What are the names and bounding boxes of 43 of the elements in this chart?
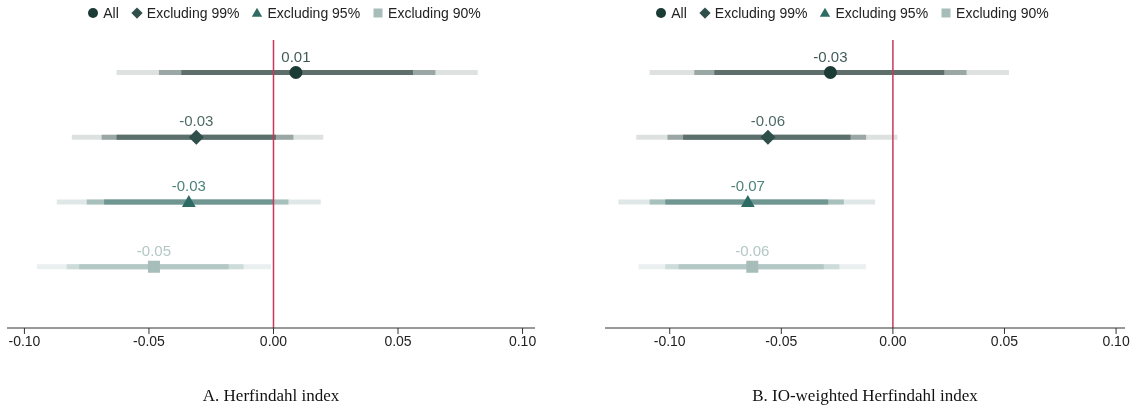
- x-tick-label: 0.05: [990, 332, 1019, 349]
- point: [188, 129, 204, 145]
- data-label: -0.06: [750, 112, 786, 130]
- data-label: 0.01: [281, 47, 311, 65]
- data-label: -0.05: [136, 241, 172, 259]
- bar: [678, 264, 824, 270]
- legend-label: Excluding 90%: [388, 5, 481, 21]
- x-tick-label: 0.00: [259, 332, 288, 349]
- x-tick-label: 0.05: [384, 332, 412, 349]
- legend-label: Excluding 99%: [714, 5, 808, 21]
- x-tick-label: -0.05: [133, 332, 166, 349]
- x-tick-label: 0.10: [1102, 332, 1130, 349]
- legend-label: Excluding 95%: [267, 5, 361, 21]
- bar: [181, 70, 413, 75]
- bar: [665, 199, 829, 205]
- point: [760, 129, 776, 145]
- point: [289, 66, 303, 79]
- data-label: -0.07: [730, 177, 765, 194]
- x-axis-title: A. Herfindahl index: [201, 386, 341, 406]
- bar: [79, 264, 229, 270]
- legend-label: All: [103, 5, 119, 21]
- x-tick-label: -0.10: [653, 332, 686, 349]
- legend-label: Excluding 90%: [956, 5, 1049, 21]
- data-label: -0.03: [179, 112, 214, 130]
- point: [740, 195, 755, 208]
- point: [147, 260, 160, 273]
- x-tick-label: 0.00: [879, 332, 907, 349]
- bar: [714, 70, 945, 75]
- x-tick-label: 0.10: [508, 332, 537, 349]
- point: [181, 195, 196, 208]
- x-axis-title: B. IO-weighted Herfindahl index: [751, 386, 979, 406]
- data-label: -0.03: [813, 47, 848, 65]
- x-tick-label: -0.10: [8, 332, 41, 349]
- bar: [683, 134, 851, 140]
- legend-label: Excluding 95%: [835, 5, 929, 21]
- legend-label: All: [671, 5, 687, 21]
- bar: [104, 199, 274, 205]
- point: [823, 66, 837, 79]
- x-tick-label: -0.05: [765, 332, 798, 349]
- point: [746, 260, 759, 273]
- data-label: -0.03: [171, 177, 206, 194]
- data-label: -0.06: [735, 241, 770, 259]
- legend-label: Excluding 99%: [146, 5, 240, 21]
